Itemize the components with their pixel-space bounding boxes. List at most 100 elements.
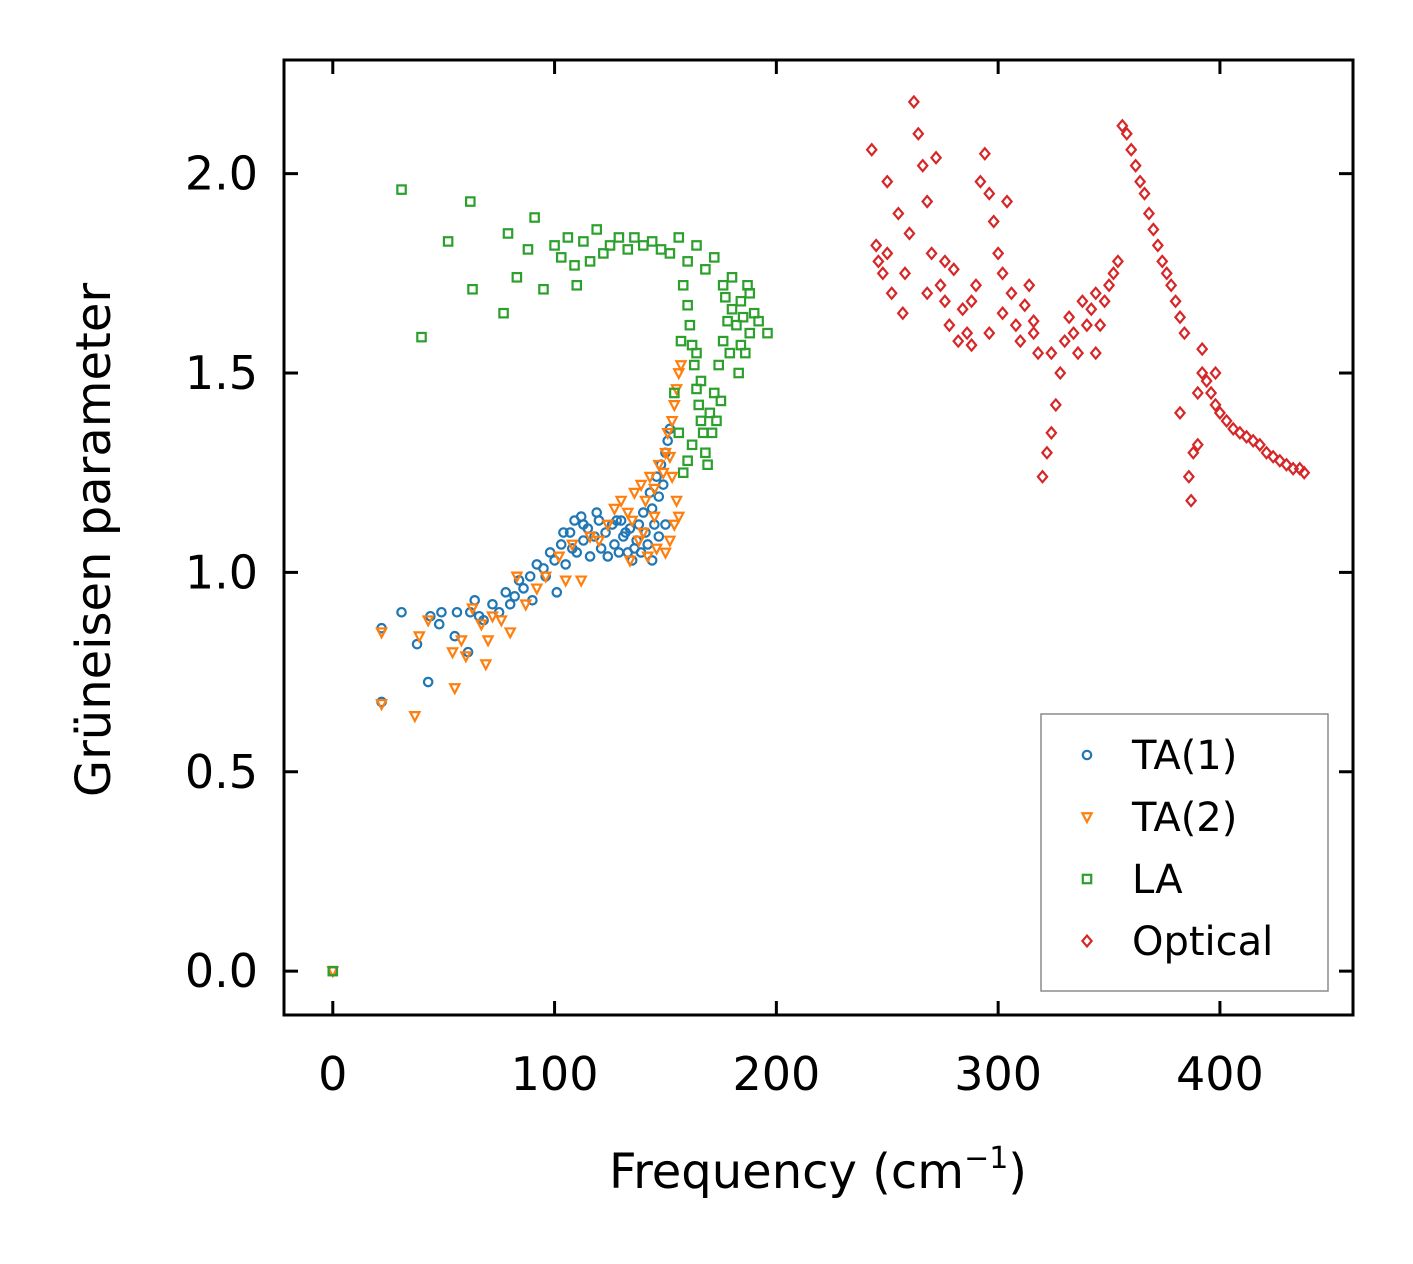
data-point: [375, 627, 389, 640]
data-point: [621, 507, 635, 520]
data-point: [629, 232, 640, 243]
data-point: [938, 294, 951, 309]
data-point: [1063, 310, 1076, 325]
data-point: [943, 318, 956, 333]
data-point: [578, 236, 589, 247]
data-point: [623, 555, 637, 568]
data-point: [881, 246, 894, 261]
data-point: [1102, 278, 1116, 293]
data-point: [1173, 310, 1187, 325]
data-point: [518, 583, 529, 594]
data-point: [1089, 286, 1102, 301]
data-point: [961, 325, 974, 341]
data-point: [1280, 457, 1293, 472]
data-point: [715, 395, 727, 407]
legend-marker: [1081, 873, 1093, 885]
data-point: [708, 387, 720, 399]
data-point: [969, 278, 983, 293]
data-point: [686, 439, 698, 451]
data-point: [965, 337, 978, 353]
data-point: [464, 196, 476, 207]
data-point: [682, 299, 693, 311]
data-point: [965, 294, 978, 309]
data-point: [552, 551, 566, 564]
data-point: [713, 359, 724, 371]
data-point: [412, 631, 426, 644]
data-point: [519, 599, 533, 612]
data-point: [474, 619, 488, 632]
legend-label: TA(1): [1131, 733, 1237, 779]
data-point: [1185, 493, 1198, 508]
data-point: [664, 248, 676, 259]
series-ta-2-: [326, 360, 688, 979]
data-point: [1260, 445, 1273, 460]
data-point: [1182, 469, 1195, 484]
data-point: [947, 262, 960, 277]
data-point: [509, 591, 520, 602]
data-point: [600, 527, 611, 538]
series-la: [327, 184, 773, 977]
data-point: [595, 543, 607, 554]
legend-items: TA(1) TA(2) LA Optical: [1080, 733, 1273, 965]
data-point: [670, 495, 683, 509]
data-point: [1209, 365, 1222, 381]
data-point: [1134, 174, 1147, 189]
data-point: [983, 186, 996, 201]
data-point: [479, 659, 493, 672]
data-point: [865, 142, 878, 157]
data-point: [870, 238, 883, 253]
data-point: [1196, 365, 1209, 381]
data-point: [704, 407, 716, 419]
data-point: [591, 507, 603, 518]
data-point: [1071, 345, 1085, 361]
y-tick-label: 1.0: [185, 545, 258, 599]
data-point: [672, 368, 686, 381]
data-point: [1142, 206, 1156, 221]
data-point: [711, 415, 722, 427]
data-point: [560, 559, 571, 570]
data-point: [1191, 385, 1204, 401]
data-point: [451, 606, 463, 618]
data-point: [872, 254, 885, 269]
legend-marker: [1080, 812, 1094, 825]
data-point: [885, 286, 898, 301]
data-point: [695, 375, 707, 387]
data-point: [1213, 405, 1226, 421]
data-point: [487, 598, 498, 610]
data-point: [934, 278, 947, 293]
data-point: [614, 495, 628, 509]
data-point: [1200, 373, 1213, 389]
data-point: [574, 575, 588, 588]
data-point: [748, 307, 760, 319]
data-point: [669, 387, 680, 399]
data-point: [689, 359, 700, 371]
data-point: [643, 471, 657, 485]
data-point: [674, 360, 688, 373]
data-point: [695, 415, 707, 427]
data-point: [1227, 421, 1240, 437]
data-point: [881, 174, 894, 189]
legend-label: Optical: [1132, 919, 1273, 965]
y-tick-labels: 0.0 0.5 1.0 1.5 2.0: [185, 147, 258, 998]
data-point: [467, 283, 478, 295]
data-point: [952, 333, 965, 349]
data-point: [601, 519, 615, 532]
legend-label: TA(2): [1131, 795, 1237, 841]
data-point: [1027, 325, 1040, 341]
data-point: [375, 699, 389, 712]
data-point: [549, 240, 560, 251]
data-point: [1156, 254, 1169, 269]
data-point: [1220, 413, 1233, 429]
data-point: [510, 571, 524, 584]
axis-ticks: [284, 60, 1353, 1015]
data-point: [912, 126, 925, 141]
data-point: [1125, 142, 1138, 157]
data-point: [639, 495, 652, 509]
data-point: [673, 427, 685, 439]
data-point: [1080, 318, 1093, 333]
data-point: [1054, 365, 1067, 381]
data-point: [876, 266, 889, 281]
data-point: [632, 535, 646, 548]
data-point: [659, 547, 672, 560]
